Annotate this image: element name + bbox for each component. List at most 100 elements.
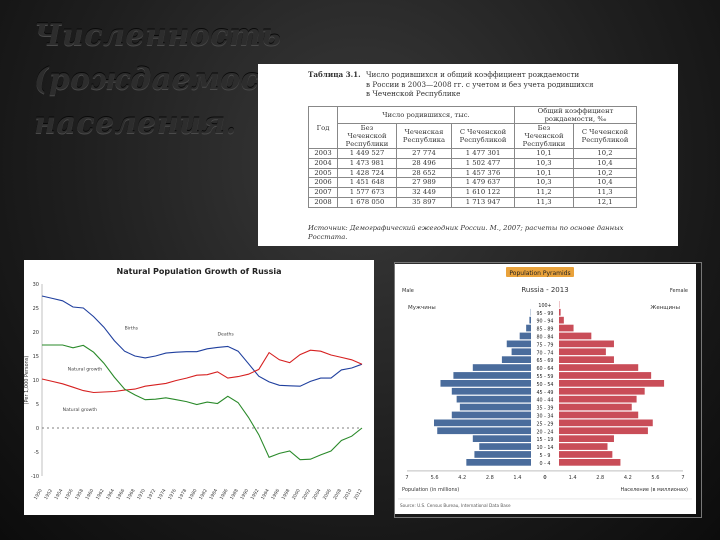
female-bar [559,411,639,419]
table-cell-without: 1 678 050 [337,196,397,208]
x-tick-label: 2.8 [486,475,494,481]
table-row: 2008 1 678 050 35 897 1 713 947 11,3 12,1 [308,196,637,208]
table-caption-label: Таблица 3.1. [308,70,361,79]
age-group-label: 60 - 64 [537,366,554,372]
natural-growth-chart-panel: Natural Population Growth of Russia 30 25 2… [24,260,374,515]
male-bar [529,316,531,324]
table-cell-chechen: 35 897 [396,196,452,208]
births-table-body: 2003 1 449 527 27 774 1 477 301 10,1 10,2 2004… [308,148,637,208]
age-group-label: 50 - 54 [537,382,554,388]
male-bar [440,380,531,387]
age-group-label: 55 - 59 [537,374,554,380]
male-bar [451,411,531,419]
series-annotation: Natural growth [63,407,97,413]
births-table: Год Число родившихся, тыс. Общий коэффиц… [308,106,637,208]
series-annotation: Deaths [217,331,234,337]
male-bar [506,340,531,348]
table-cell-rate-without: 10,3 [514,177,574,189]
male-bar [456,395,531,403]
table-cell-without: 1 473 981 [337,157,397,169]
table-source-note: Источник: Демографический ежегодник Росс… [308,224,624,241]
table-row: 2007 1 577 673 32 449 1 610 122 11,2 11,3 [308,187,637,198]
y-tick-label: 25 [33,306,39,312]
male-bar [519,332,531,340]
table-header-rate-with: С Чеченской Республикой [573,123,637,149]
population-pyramid-chart: Population Pyramids Russia - 2013 Male Fema… [398,267,692,508]
table-header-births: Число родившихся, тыс. [337,106,515,124]
x-tick-label: 1968 [126,488,137,501]
male-group-label: Мужчины [408,305,436,311]
pyramid-source: Source: U.S. Census Bureau, Internationa… [400,503,511,508]
age-group-label: 85 - 89 [537,327,554,333]
x-tick-label: 1966 [115,488,126,501]
table-caption: Число родившихся и общий коэффициент рож… [366,70,606,99]
table-cell-without: 1 577 673 [337,187,397,198]
table-cell-with: 1 477 301 [451,148,515,159]
female-bar [559,308,561,316]
table-cell-rate-without: 11,2 [514,187,574,198]
x-tick-label: 1974 [157,488,168,501]
female-bar [559,387,645,395]
female-bar [559,435,614,442]
x-tick-label: 7 [681,475,684,481]
female-bar [559,395,637,403]
table-cell-with: 1 479 637 [451,177,515,189]
age-group-label: 0 - 4 [540,461,551,467]
female-bar [559,380,665,387]
age-group-label: 65 - 69 [537,358,554,364]
table-cell-rate-without: 10,1 [514,167,574,179]
x-tick-label: 1986 [219,488,230,501]
age-group-label: 25 - 29 [537,421,554,427]
age-group-label: 15 - 19 [537,437,554,443]
x-tick-label: 1964 [105,488,116,501]
x-tick-label: 1970 [136,488,147,501]
x-tick-label: 1952 [43,488,54,501]
x-tick-label: 1.4 [513,475,521,481]
x-tick-label: 0 [543,475,546,481]
x-tick-label: 1976 [167,488,178,501]
table-cell-year: 2004 [308,157,338,169]
x-tick-label: 1950 [33,488,44,501]
table-cell-with: 1 610 122 [451,187,515,198]
female-group-label: Женщины [650,305,680,311]
female-bar [559,372,652,379]
y-tick-label: -5 [34,450,39,456]
y-tick-label: 20 [33,330,39,336]
male-bar [459,403,531,411]
series-annotation: Natural growth [68,366,102,372]
x-tick-label: 5.6 [651,475,659,481]
male-label: Male [402,288,414,294]
table-header-year: Год [308,106,338,149]
table-cell-year: 2006 [308,177,338,189]
table-header-rate: Общий коэффициент рождаемости, ‰ [514,106,637,124]
female-bar [559,364,639,371]
y-tick-label: 30 [33,282,39,288]
table-cell-without: 1 449 527 [337,148,397,159]
x-tick-label: 1984 [208,488,219,501]
male-bar [437,427,531,435]
age-group-label: 70 - 74 [537,350,554,356]
age-group-label: 90 - 94 [537,319,554,325]
male-bar [501,356,531,363]
age-group-label: 10 - 14 [537,445,554,451]
x-tick-label: 2006 [322,488,333,501]
x-tick-label: 1996 [270,488,281,501]
age-group-label: 80 - 84 [537,335,554,341]
female-bar [559,403,632,411]
male-bar [453,372,531,379]
x-tick-label: 1972 [146,488,157,501]
x-tick-label: 1978 [177,488,188,501]
table-cell-rate-with: 10,2 [573,167,637,179]
female-bar [559,419,653,427]
pyramid-subtitle: Russia - 2013 [521,286,568,294]
female-label: Female [670,288,688,294]
y-tick-label: 10 [33,378,39,384]
female-bar [559,451,613,458]
table-cell-rate-with: 12,1 [573,196,637,208]
x-tick-label: 2002 [301,488,312,501]
y-axis-label: (Per 1,000 Persons) [24,356,30,405]
table-cell-with: 1 713 947 [451,196,515,208]
table-cell-rate-without: 11,3 [514,196,574,208]
table-row: 2003 1 449 527 27 774 1 477 301 10,1 10,2 [308,148,637,159]
y-tick-label: 5 [36,402,39,408]
